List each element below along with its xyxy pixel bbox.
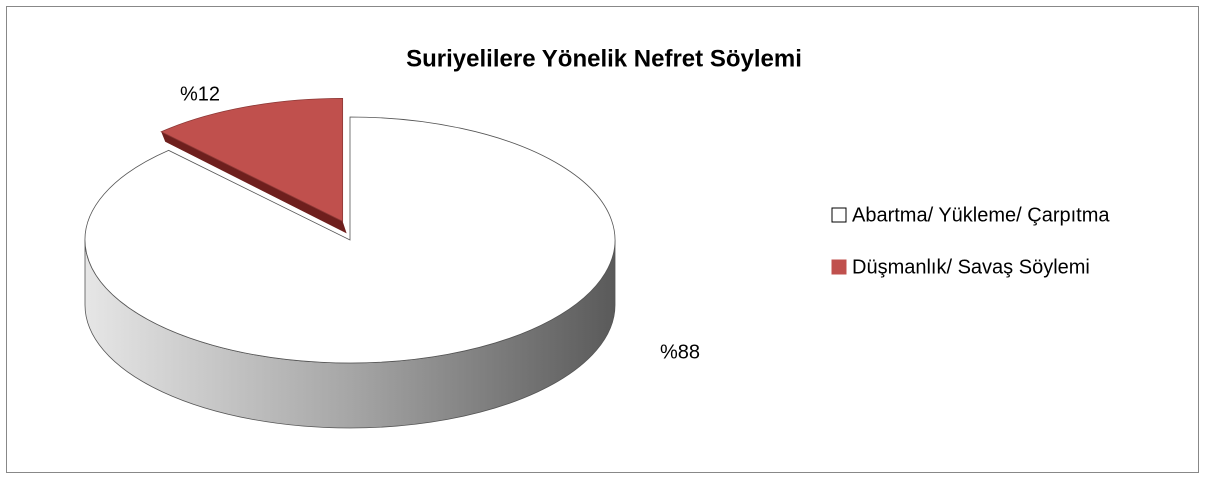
legend-swatch — [831, 259, 847, 275]
legend-label: Abartma/ Yükleme/ Çarpıtma — [852, 204, 1110, 226]
data-label: %12 — [180, 83, 220, 105]
chart-title: Suriyelilere Yönelik Nefret Söylemi — [406, 45, 802, 72]
data-label: %88 — [660, 341, 700, 363]
legend-label: Düşmanlık/ Savaş Söylemi — [852, 256, 1090, 278]
slice-side — [161, 131, 347, 234]
slice — [160, 98, 344, 223]
slice — [84, 116, 616, 364]
legend-swatch — [831, 207, 847, 223]
